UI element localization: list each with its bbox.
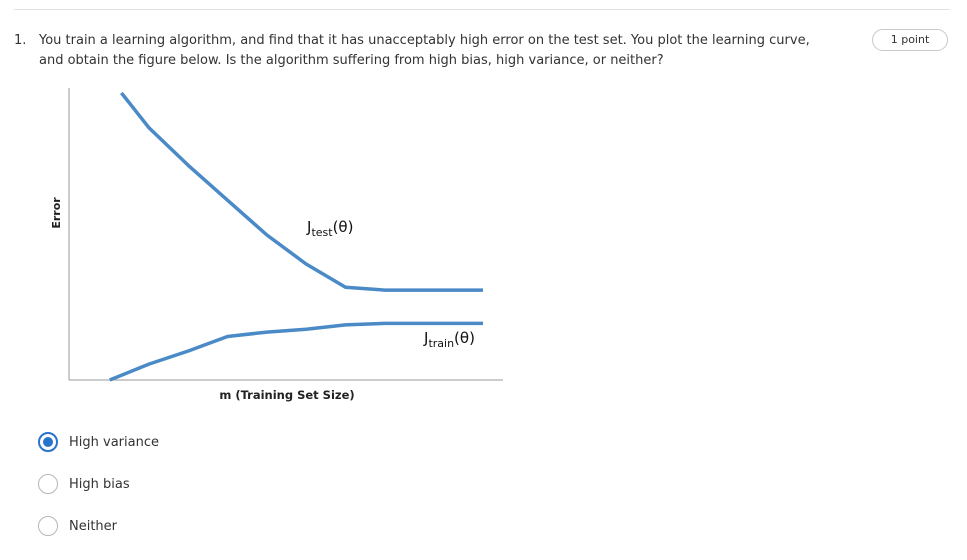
series-label-subscript: test: [311, 226, 333, 239]
question-text-line-1: You train a learning algorithm, and find…: [39, 33, 810, 48]
chart-axes: m (Training Set Size) Error: [50, 88, 503, 402]
y-axis-label: Error: [50, 197, 63, 229]
series-label-test: Jtest(θ): [306, 218, 353, 239]
points-badge: 1 point: [872, 29, 948, 51]
radio-high-variance[interactable]: [38, 432, 58, 452]
option-label-high-variance: High variance: [69, 434, 159, 450]
train-error-curve: [109, 321, 483, 382]
question-number: 1.: [14, 33, 27, 48]
learning-curve-chart: m (Training Set Size)Error Jtest(θ)Jtrai…: [50, 88, 503, 402]
series-label-train: Jtrain(θ): [423, 329, 475, 350]
option-high-bias[interactable]: High bias: [38, 473, 130, 495]
chart-labels-layer: Jtest(θ)Jtrain(θ): [306, 218, 475, 350]
series-label-subscript: train: [428, 337, 454, 350]
series-label-main: J: [423, 329, 428, 347]
top-divider: [14, 9, 950, 10]
chart-series-layer: [109, 91, 483, 382]
radio-neither[interactable]: [38, 516, 58, 536]
option-high-variance[interactable]: High variance: [38, 431, 159, 453]
series-label-main: J: [306, 218, 311, 236]
series-label-suffix: (θ): [454, 329, 475, 347]
option-label-high-bias: High bias: [69, 476, 130, 492]
option-neither[interactable]: Neither: [38, 515, 117, 537]
question-text-line-2: and obtain the figure below. Is the algo…: [39, 53, 664, 68]
x-axis-label: m (Training Set Size): [219, 388, 354, 402]
test-error-curve: [120, 91, 483, 292]
learning-curve-figure: m (Training Set Size) Error Jtest(θ) Jtrai…: [0, 0, 560, 414]
option-label-neither: Neither: [69, 518, 118, 534]
series-label-suffix: (θ): [333, 218, 354, 236]
radio-high-bias[interactable]: [38, 474, 58, 494]
question-text: You train a learning algorithm, and find…: [39, 31, 839, 71]
